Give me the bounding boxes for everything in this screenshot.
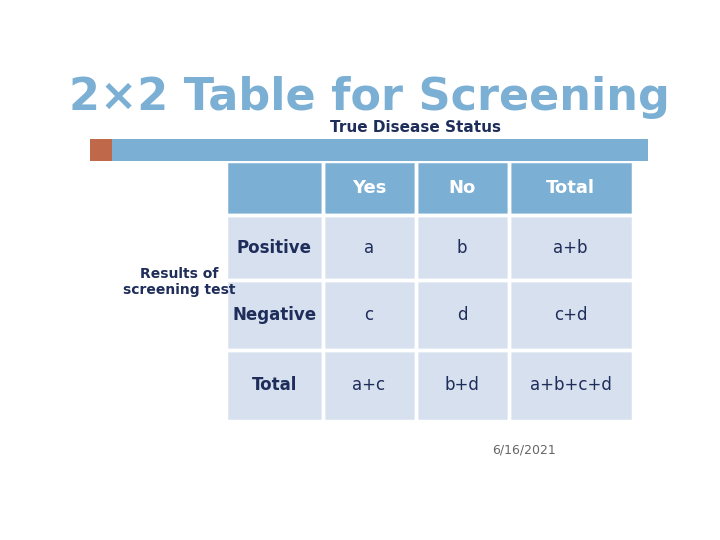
Bar [510, 281, 631, 349]
Text: b: b [456, 239, 467, 256]
Text: a+b+c+d: a+b+c+d [530, 376, 611, 394]
Text: c: c [364, 306, 374, 324]
Bar [90, 139, 112, 161]
Text: Total: Total [251, 376, 297, 394]
Bar [416, 162, 508, 214]
Text: Total: Total [546, 179, 595, 197]
Text: a: a [364, 239, 374, 256]
Text: Results of
screening test: Results of screening test [123, 267, 235, 298]
Text: No: No [449, 179, 476, 197]
Bar [227, 350, 322, 420]
Bar [510, 162, 631, 214]
Bar [227, 162, 322, 214]
Bar [416, 281, 508, 349]
Text: d: d [456, 306, 467, 324]
Bar [323, 350, 415, 420]
Bar [510, 216, 631, 279]
Text: a+b: a+b [553, 239, 588, 256]
Text: c+d: c+d [554, 306, 588, 324]
Text: True Disease Status: True Disease Status [330, 120, 501, 136]
Text: a+c: a+c [352, 376, 386, 394]
Bar [227, 216, 322, 279]
Text: 2×2 Table for Screening: 2×2 Table for Screening [68, 76, 670, 119]
Bar [416, 216, 508, 279]
Bar [227, 281, 322, 349]
Text: Yes: Yes [352, 179, 386, 197]
Text: b+d: b+d [444, 376, 480, 394]
Bar [510, 350, 631, 420]
Bar [416, 350, 508, 420]
Bar [323, 216, 415, 279]
Bar [323, 281, 415, 349]
Text: 6/16/2021: 6/16/2021 [492, 443, 556, 456]
Text: Negative: Negative [232, 306, 316, 324]
Text: 17: 17 [93, 145, 109, 156]
Text: Positive: Positive [237, 239, 312, 256]
Bar [112, 139, 648, 161]
Bar [323, 162, 415, 214]
